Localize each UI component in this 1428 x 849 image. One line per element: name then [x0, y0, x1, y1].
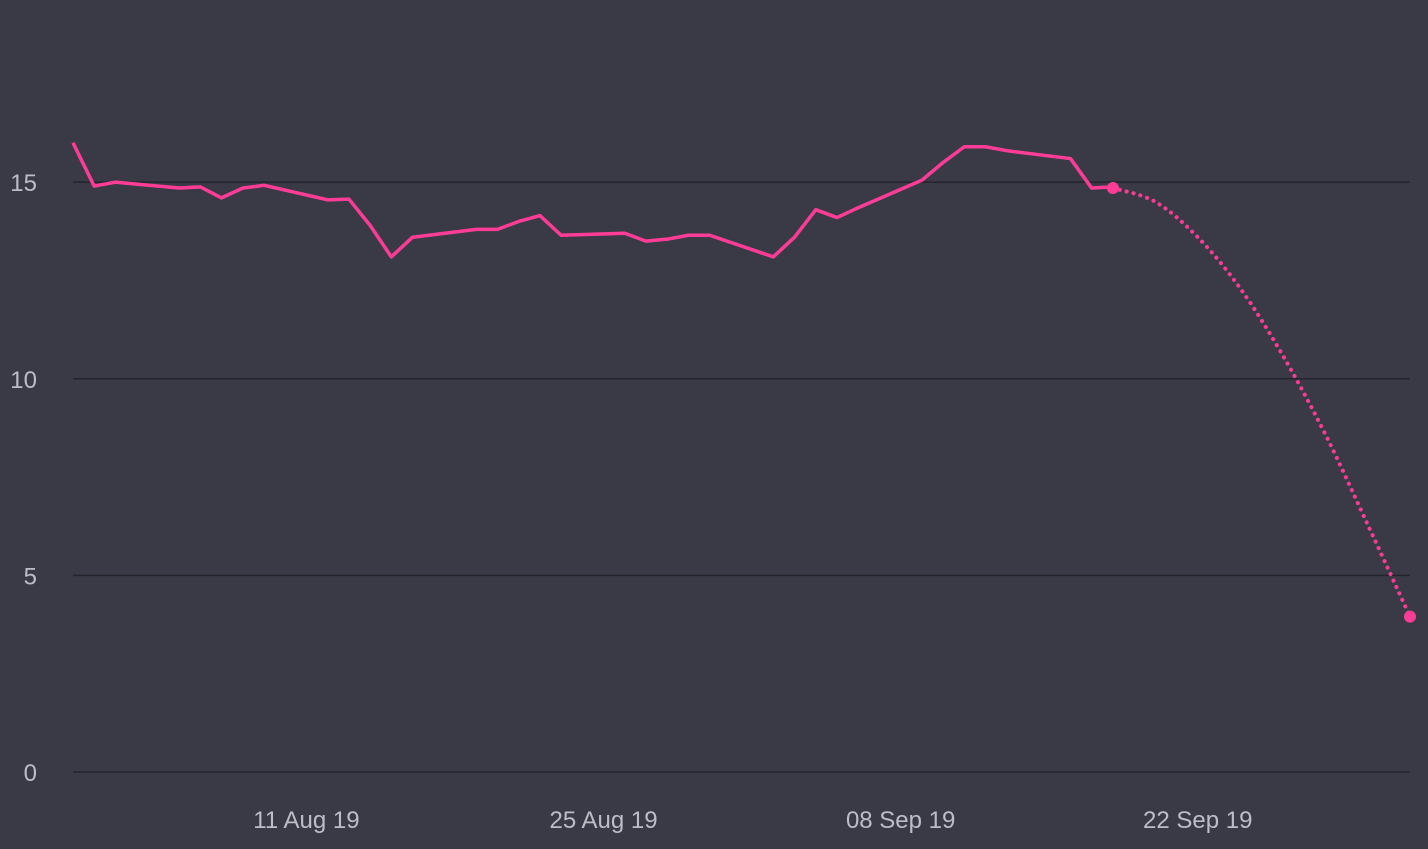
y-tick-label: 10 [10, 367, 37, 394]
series-markers [1106, 182, 1416, 623]
forecast-start-marker [1106, 182, 1119, 195]
x-tick-label: 11 Aug 19 [253, 807, 359, 834]
series-lines [71, 142, 1412, 619]
forecast-end-marker [1404, 610, 1416, 623]
forecast-line [1110, 186, 1412, 619]
y-tick-label: 0 [24, 760, 37, 787]
y-axis-ticks: 0 5 10 15 [10, 170, 37, 787]
y-tick-label: 5 [24, 563, 37, 590]
x-axis-ticks: 11 Aug 19 25 Aug 19 08 Sep 19 22 Sep 19 [253, 807, 1252, 834]
grid-lines [73, 181, 1410, 773]
x-tick-label: 22 Sep 19 [1143, 807, 1252, 834]
history-line [71, 142, 1113, 259]
x-tick-label: 25 Aug 19 [550, 807, 658, 834]
x-tick-label: 08 Sep 19 [846, 807, 955, 834]
y-tick-label: 15 [10, 170, 37, 197]
